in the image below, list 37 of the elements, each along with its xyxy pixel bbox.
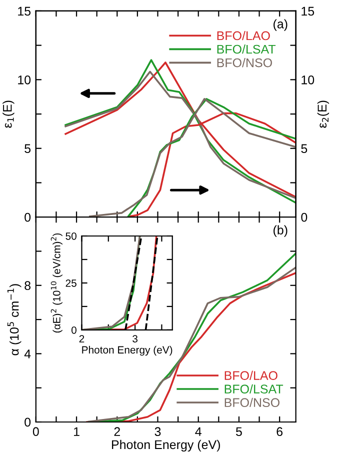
y-tick-label: 0 (71, 326, 76, 334)
legend-label: BFO/NSO (217, 58, 272, 68)
annotation: (b) (274, 225, 288, 237)
y-tick-label: 4 (24, 350, 31, 358)
y2-tick-label: 0 (301, 212, 308, 222)
y2-axis-title: ε$_{2}$(E) (317, 100, 330, 128)
annotation: (a) (274, 19, 288, 31)
y2-tick-label: 5 (301, 144, 308, 154)
x-tick-label: 2 (79, 335, 84, 342)
y-axis-title: (αE)$^{2}$ (10$^{10}$ (eV/cm)$^{2}$) (50, 233, 62, 333)
y-axis-title: ε$_{1}$(E) (2, 100, 14, 128)
x-axis-title: Photon Energy (eV) (112, 440, 220, 452)
y2-tick-label: 10 (302, 75, 314, 84)
y-axis-title: α (10$^{5}$ cm$^{−1}$) (7, 284, 22, 356)
y-tick-label: 5 (24, 144, 31, 154)
y-tick-label: 50 (66, 232, 76, 240)
x-tick-label: 6 (276, 427, 283, 436)
x-tick-label: 5 (236, 427, 242, 436)
x-axis-title: Photon Energy (eV) (82, 346, 172, 356)
x-tick-label: 3 (154, 427, 161, 436)
y-tick-label: 8 (24, 281, 31, 290)
y2-tick-label: 15 (302, 6, 314, 16)
y-tick-label: 0 (24, 418, 31, 427)
legend-label: BFO/LSAT (217, 44, 276, 54)
y-tick-label: 10 (18, 75, 31, 84)
legend-label: BFO/LAO (217, 30, 270, 40)
legend-label: BFO/LSAT (224, 384, 284, 394)
legend-label: BFO/LAO (224, 370, 278, 380)
x-tick-label: 0 (32, 427, 39, 436)
legend-label: BFO/NSO (224, 398, 280, 408)
x-tick-label: 4 (195, 427, 202, 436)
y-tick-label: 15 (18, 6, 31, 16)
y-tick-label: 25 (66, 279, 76, 287)
x-tick-label: 3 (132, 335, 138, 342)
x-tick-label: 2 (114, 427, 120, 436)
y-tick-label: 0 (24, 212, 31, 222)
x-tick-label: 1 (74, 427, 80, 436)
